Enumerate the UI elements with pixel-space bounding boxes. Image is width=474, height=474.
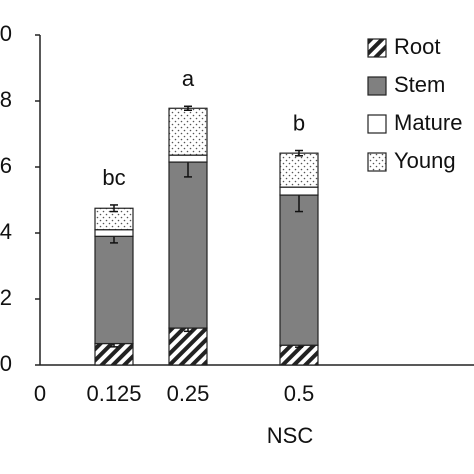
annotation: b: [293, 110, 305, 135]
error-bar: [184, 105, 192, 111]
x-tick-label: 0.25: [167, 381, 210, 406]
bar-segment: [168, 161, 208, 329]
legend-swatch: [367, 152, 387, 172]
x-tick-label: 0.125: [86, 381, 141, 406]
bar-segment: [279, 344, 319, 366]
annotation: a: [182, 66, 195, 91]
bar-segment: [168, 154, 208, 163]
bar-segment: [279, 152, 319, 188]
legend-label: Mature: [394, 110, 462, 135]
legend-label: Root: [394, 34, 440, 59]
x-tick-label: 0.5: [284, 381, 315, 406]
bar-segment: [279, 194, 319, 346]
bar-segment: [94, 235, 134, 345]
bar-segment: [168, 107, 208, 156]
y-tick-label: 0.2: [0, 285, 12, 310]
y-tick-label: 0.6: [0, 153, 12, 178]
bar-segment: [168, 327, 208, 366]
y-tick-label: 0.4: [0, 219, 12, 244]
legend-label: Young: [394, 148, 456, 173]
annotation: bc: [102, 165, 125, 190]
x-axis-label: NSC: [267, 423, 314, 448]
legend-swatch: [367, 76, 387, 96]
legend-swatch: [367, 114, 387, 134]
bar-segment: [279, 186, 319, 196]
y-tick-label: 0.0: [0, 351, 12, 376]
error-bar: [110, 204, 118, 213]
legend-swatch: [367, 38, 387, 58]
error-bar: [295, 149, 303, 157]
legend-label: Stem: [394, 72, 445, 97]
x-tick-label: 0: [34, 381, 46, 406]
y-tick-label: 1.0: [0, 21, 12, 46]
y-tick-label: 0.8: [0, 87, 12, 112]
bar-segment: [94, 229, 134, 237]
